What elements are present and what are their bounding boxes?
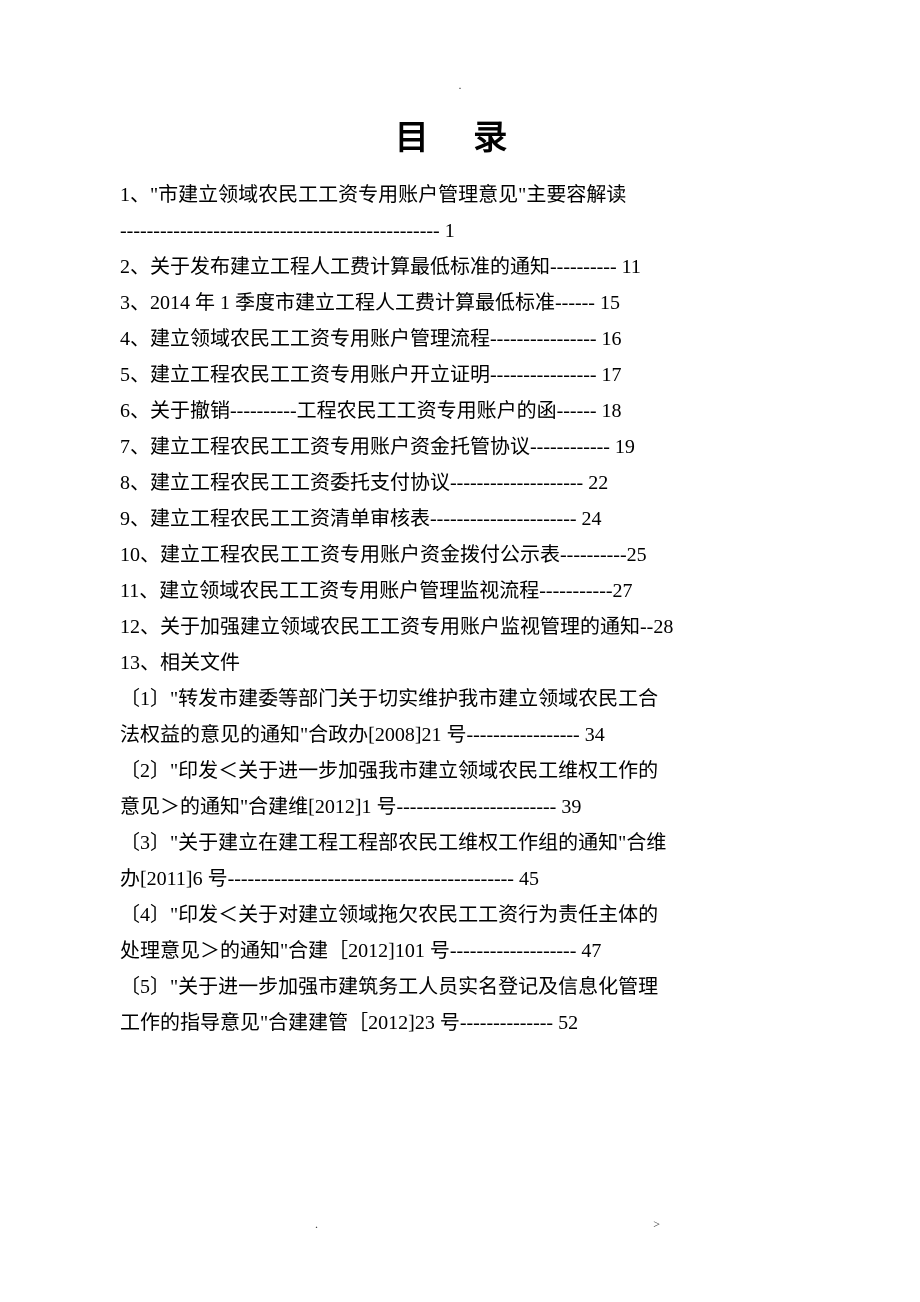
toc-line: 13、相关文件 <box>120 645 800 681</box>
page-content: 目 录 1、"市建立领域农民工工资专用账户管理意见"主要容解读 --------… <box>0 0 920 1041</box>
toc-line: 1、"市建立领域农民工工资专用账户管理意见"主要容解读 <box>120 177 800 213</box>
footer-left-mark: . <box>315 1217 318 1232</box>
toc-line: 〔3〕"关于建立在建工程工程部农民工维权工作组的通知"合维 <box>120 825 800 861</box>
toc-line: 8、建立工程农民工工资委托支付协议-------------------- 22 <box>120 465 800 501</box>
toc-line: 法权益的意见的通知"合政办[2008]21 号-----------------… <box>120 717 800 753</box>
toc-title: 目 录 <box>120 110 800 159</box>
toc-line: ----------------------------------------… <box>120 213 800 249</box>
toc-line: 10、建立工程农民工工资专用账户资金拨付公示表----------25 <box>120 537 800 573</box>
toc-line: 3、2014 年 1 季度市建立工程人工费计算最低标准------ 15 <box>120 285 800 321</box>
footer-right-mark: > <box>653 1217 660 1232</box>
toc-line: 12、关于加强建立领域农民工工资专用账户监视管理的通知--28 <box>120 609 800 645</box>
top-decoration: . <box>459 78 462 93</box>
toc-line: 7、建立工程农民工工资专用账户资金托管协议------------ 19 <box>120 429 800 465</box>
toc-line: 意见＞的通知"合建维[2012]1 号---------------------… <box>120 789 800 825</box>
toc-line: 2、关于发布建立工程人工费计算最低标准的通知---------- 11 <box>120 249 800 285</box>
toc-line: 9、建立工程农民工工资清单审核表---------------------- 2… <box>120 501 800 537</box>
toc-line: 6、关于撤销----------工程农民工工资专用账户的函------ 18 <box>120 393 800 429</box>
toc-line: 〔1〕"转发市建委等部门关于切实维护我市建立领域农民工合 <box>120 681 800 717</box>
toc-line: 处理意见＞的通知"合建［2012]101 号------------------… <box>120 933 800 969</box>
toc-line: 〔5〕"关于进一步加强市建筑务工人员实名登记及信息化管理 <box>120 969 800 1005</box>
toc-line: 工作的指导意见"合建建管［2012]23 号-------------- 52 <box>120 1005 800 1041</box>
toc-line: 4、建立领域农民工工资专用账户管理流程---------------- 16 <box>120 321 800 357</box>
toc-line: 〔4〕"印发＜关于对建立领域拖欠农民工工资行为责任主体的 <box>120 897 800 933</box>
toc-line: 办[2011]6 号------------------------------… <box>120 861 800 897</box>
toc-line: 5、建立工程农民工工资专用账户开立证明---------------- 17 <box>120 357 800 393</box>
toc-line: 11、建立领域农民工工资专用账户管理监视流程-----------27 <box>120 573 800 609</box>
toc-line: 〔2〕"印发＜关于进一步加强我市建立领域农民工维权工作的 <box>120 753 800 789</box>
